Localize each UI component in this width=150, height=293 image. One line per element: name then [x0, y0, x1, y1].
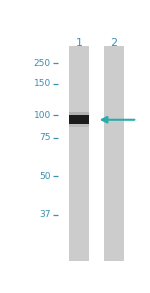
Bar: [69, 124, 89, 127]
Bar: [104, 47, 124, 261]
Text: 250: 250: [34, 59, 51, 68]
Text: 2: 2: [111, 38, 118, 48]
Text: 150: 150: [33, 79, 51, 88]
Text: 100: 100: [33, 111, 51, 120]
Text: 75: 75: [39, 133, 51, 142]
Text: 50: 50: [39, 172, 51, 181]
Bar: [69, 115, 89, 124]
Text: 1: 1: [76, 38, 83, 48]
Bar: [69, 47, 89, 261]
Text: 37: 37: [39, 210, 51, 219]
Bar: [69, 112, 89, 115]
